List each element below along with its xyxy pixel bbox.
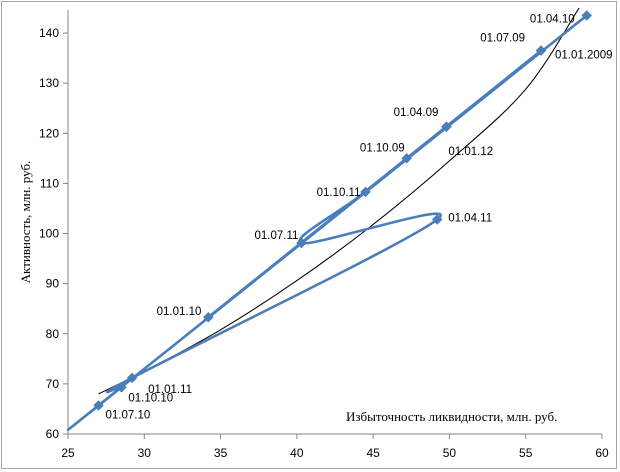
y-tick-label: 80	[46, 327, 60, 341]
data-point-marker	[431, 214, 443, 225]
y-tick-label: 110	[40, 176, 59, 190]
data-point-marker	[535, 45, 547, 56]
x-tick-label: 40	[290, 446, 304, 460]
x-tick-label: 55	[519, 446, 533, 460]
x-ticks: 25 30 35 40 45 50 55 60	[61, 434, 609, 460]
y-tick-label: 90	[46, 277, 60, 291]
point-label: 01.04.09	[394, 107, 439, 119]
y-tick-label: 70	[46, 377, 60, 391]
data-point-marker	[203, 311, 214, 323]
data-point-marker	[126, 372, 138, 384]
y-tick-label: 120	[39, 126, 59, 140]
series-line	[67, 13, 589, 431]
point-label: 01.04.10	[530, 14, 575, 26]
y-tick-label: 140	[39, 26, 59, 40]
x-tick-label: 25	[61, 446, 75, 460]
data-point-marker	[401, 152, 413, 164]
y-tick-label: 100	[39, 227, 59, 241]
point-label: 01.01.11	[148, 384, 192, 396]
point-label: 01.07.10	[106, 409, 151, 421]
x-axis-title: Избыточность ликвидности, млн. руб.	[346, 409, 557, 424]
data-point-marker	[93, 400, 104, 411]
y-axis-title: Активность, млн. руб.	[18, 161, 33, 284]
trend-line	[98, 7, 580, 395]
x-tick-label: 30	[138, 446, 152, 460]
x-tick-label: 60	[595, 446, 609, 460]
point-label: 01.04.11	[448, 213, 492, 225]
point-label: 01.01.12	[448, 146, 493, 158]
y-tick-label: 60	[46, 427, 60, 441]
axes	[67, 10, 602, 435]
x-tick-label: 50	[443, 446, 457, 460]
point-label: 01.10.09	[360, 142, 405, 154]
markers	[93, 10, 593, 411]
data-point-marker	[581, 10, 593, 21]
y-ticks: 60 70 80 90 100 110 120 130 140	[39, 26, 68, 441]
data-point-marker	[296, 237, 307, 249]
point-label: 01.01.2009	[555, 50, 613, 62]
data-point-marker	[360, 186, 371, 198]
point-label: 01.07.09	[480, 33, 525, 45]
x-tick-label: 35	[214, 446, 228, 460]
point-label: 01.10.10	[128, 392, 173, 404]
data-point-marker	[441, 121, 452, 133]
data-point-marker	[116, 382, 127, 393]
point-label: 01.01.10	[157, 306, 202, 318]
point-label: 01.10.11	[317, 187, 361, 199]
point-labels: 01.01.2009 01.04.09 01.07.09 01.10.09 01.01.…	[106, 14, 613, 422]
point-label: 01.07.11	[254, 230, 298, 242]
x-tick-label: 45	[366, 446, 380, 460]
y-tick-label: 130	[39, 76, 59, 90]
